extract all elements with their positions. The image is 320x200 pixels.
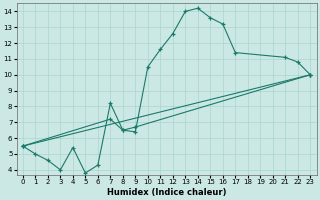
X-axis label: Humidex (Indice chaleur): Humidex (Indice chaleur) xyxy=(107,188,226,197)
